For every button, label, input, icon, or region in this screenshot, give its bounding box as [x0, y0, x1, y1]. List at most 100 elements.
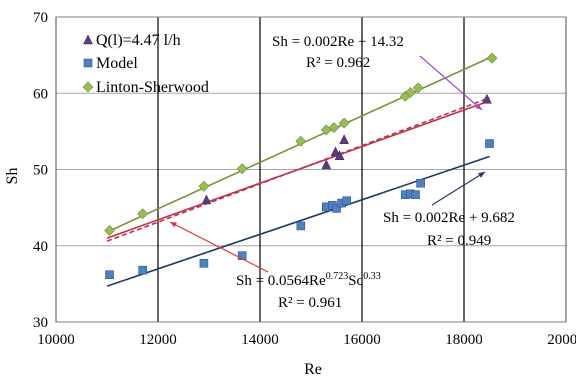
annotation-q-r2: R² = 0.962: [306, 55, 370, 71]
legend-marker-1-shape: [83, 58, 93, 68]
x-axis-title: Re: [304, 361, 322, 378]
arrow-correlation: [169, 221, 269, 273]
legend-marker-1: [83, 58, 93, 68]
y-axis-title: Sh: [4, 168, 21, 185]
point-triangle-5: [482, 93, 492, 104]
point-triangle-2: [330, 146, 341, 157]
point-diamond-2: [198, 180, 210, 192]
axes: [55, 16, 567, 323]
point-triangle-1-shape: [321, 159, 332, 170]
point-square-9-shape: [342, 196, 352, 206]
arrow-model-shaft: [431, 171, 486, 206]
y-tick-label-4: 70: [33, 10, 48, 26]
annotation-correlation-equation: Sh = 0.0564Re0.723Sc0.33: [236, 271, 381, 289]
point-triangle-4: [339, 134, 350, 145]
point-diamond-11-shape: [486, 52, 498, 64]
point-triangle-2-shape: [330, 146, 341, 157]
point-diamond-3-shape: [236, 163, 248, 175]
point-square-4-shape: [296, 221, 306, 231]
x-tick-label-5: 20000: [547, 332, 576, 348]
point-diamond-0-shape: [104, 225, 115, 236]
trendline-3: [106, 100, 490, 239]
point-square-13-shape: [416, 178, 425, 188]
point-diamond-0: [104, 225, 115, 236]
point-triangle-1: [321, 159, 332, 170]
point-diamond-3: [236, 163, 248, 175]
trendline-1: [106, 155, 490, 287]
point-square-0: [105, 270, 114, 280]
eq-base: Sh = 0.0564Re: [236, 273, 326, 289]
annotation-model-r2: R² = 0.949: [427, 233, 491, 249]
annotation-model-equation: Sh = 0.002Re + 9.682: [383, 210, 515, 226]
point-square-7: [332, 204, 341, 213]
legend-label-model: Model: [96, 55, 138, 72]
point-square-12: [411, 190, 420, 199]
point-diamond-7-shape: [338, 117, 350, 129]
arrow-q-shaft: [419, 55, 483, 111]
point-triangle-3-shape: [334, 150, 345, 161]
annotation-q-equation: Sh = 0.002Re + 14.32: [272, 34, 404, 50]
point-triangle-0-shape: [201, 194, 212, 205]
annotation-correlation: Sh = 0.0564Re0.723Sc0.33 R² = 0.961: [236, 271, 381, 311]
annotation-model: Sh = 0.002Re + 9.682 R² = 0.949: [383, 210, 515, 249]
point-square-14-shape: [485, 139, 494, 148]
point-diamond-11: [486, 52, 498, 64]
point-square-7-shape: [332, 204, 341, 213]
legend-label-linton-sherwood: Linton-Sherwood: [96, 79, 209, 96]
point-square-4: [296, 221, 306, 231]
point-square-14: [485, 139, 494, 148]
point-diamond-1-shape: [137, 208, 149, 220]
point-diamond-6-shape: [328, 122, 340, 133]
point-square-1-shape: [138, 265, 147, 275]
point-square-0-shape: [105, 270, 114, 280]
arrow-correlation-shaft: [169, 221, 269, 273]
legend-marker-2-shape: [82, 81, 94, 93]
point-square-3: [237, 251, 247, 260]
arrow-model-head: [478, 172, 485, 178]
point-triangle-0: [201, 194, 212, 205]
point-diamond-10: [412, 82, 424, 94]
x-tick-label-2: 14000: [241, 332, 279, 348]
legend-marker-0-shape: [83, 34, 93, 45]
legend-markers: [82, 34, 94, 93]
point-square-3-shape: [237, 251, 247, 260]
eq-sc: Sc: [348, 273, 363, 289]
arrow-q: [419, 55, 483, 111]
eq-exp-re: 0.723: [326, 271, 349, 282]
point-diamond-4: [295, 135, 307, 147]
annotation-arrows: [169, 55, 486, 273]
legend-marker-0: [83, 34, 93, 45]
plot-area-border: [55, 16, 567, 323]
x-tick-label-3: 16000: [343, 332, 381, 348]
x-tick-label-1: 12000: [139, 332, 177, 348]
point-triangle-4-shape: [339, 134, 350, 145]
point-diamond-2-shape: [198, 180, 210, 192]
point-square-12-shape: [411, 190, 420, 199]
point-diamond-4-shape: [295, 135, 307, 147]
point-diamond-1: [137, 208, 149, 220]
y-tick-label-0: 30: [33, 315, 48, 331]
x-tick-label-4: 18000: [445, 332, 483, 348]
point-square-2: [199, 258, 209, 268]
annotation-correlation-r2: R² = 0.961: [278, 295, 342, 311]
point-square-13: [416, 178, 425, 188]
point-square-2-shape: [199, 258, 209, 268]
arrow-q-head: [475, 103, 482, 110]
legend: Q(l)=4.47 l/h Model Linton-Sherwood: [82, 32, 209, 96]
point-triangle-3: [334, 150, 345, 161]
eq-exp-sc: 0.33: [363, 271, 381, 282]
y-tick-label-2: 50: [33, 163, 48, 179]
arrow-correlation-head: [170, 222, 177, 228]
legend-label-q: Q(l)=4.47 l/h: [96, 32, 181, 49]
annotation-q: Sh = 0.002Re + 14.32 R² = 0.962: [272, 34, 404, 71]
point-diamond-9-shape: [405, 87, 416, 98]
point-triangle-5-shape: [482, 93, 492, 104]
tick-labels: 10000 12000 14000 16000 18000 20000 30 40 50 60 70: [33, 10, 576, 348]
point-diamond-10-shape: [412, 82, 424, 94]
point-diamond-9: [405, 87, 416, 98]
arrow-model: [431, 171, 486, 206]
x-tick-label-0: 10000: [37, 332, 75, 348]
point-square-9: [342, 196, 352, 206]
y-tick-label-3: 60: [33, 86, 48, 102]
